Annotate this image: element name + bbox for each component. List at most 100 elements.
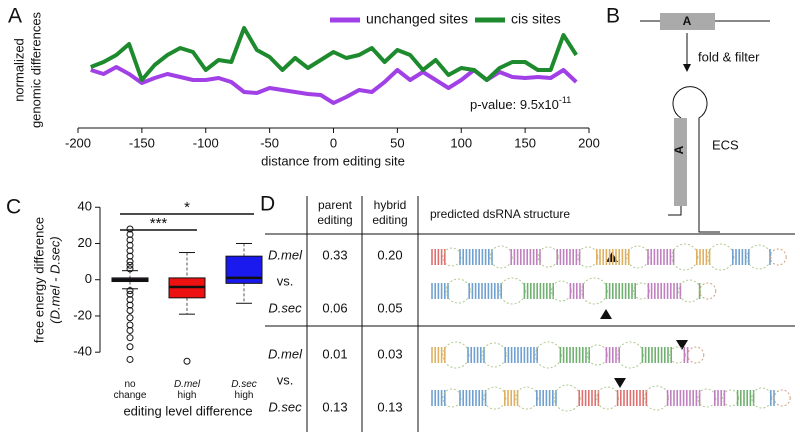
x-tick-label: -50 [260, 135, 279, 150]
outlier [126, 355, 134, 363]
loop [481, 342, 507, 368]
x-tick-label: D.mel high [174, 379, 201, 401]
hairpin-text: A [672, 145, 686, 154]
table-cell: 0.06 [322, 300, 347, 315]
loop [632, 282, 650, 300]
outlier [126, 290, 134, 298]
table-header: predicted dsRNA structure [430, 207, 570, 221]
step-label: fold & filter [698, 49, 760, 64]
table-header: hybrid [374, 198, 407, 212]
outlier [126, 230, 134, 238]
editing-box [660, 13, 715, 30]
legend-label: cis sites [511, 11, 561, 27]
table-header: parent [318, 198, 353, 212]
outlier [126, 321, 134, 329]
outlier [126, 261, 134, 269]
loop [678, 279, 702, 303]
y-tick-label: 40 [78, 199, 92, 214]
y-axis-label: genomic differences [28, 11, 43, 128]
outlier [126, 252, 134, 260]
y-tick-label: 20 [78, 235, 92, 250]
outlier [126, 225, 134, 233]
hairpin-loop [699, 282, 717, 300]
panel-label: A [8, 5, 22, 28]
loop [596, 386, 620, 410]
x-tick-label: 0 [330, 135, 337, 150]
arrow-head [683, 64, 691, 72]
x-axis-label: editing level difference [123, 403, 252, 418]
loop [442, 341, 470, 369]
table-cell: 0.05 [377, 300, 402, 315]
region-label: ECS [712, 137, 739, 152]
outlier [183, 357, 191, 365]
outlier [126, 296, 134, 304]
x-tick-label: D.sec high [231, 379, 257, 401]
loop [445, 278, 471, 304]
table-cell: D.sec [268, 399, 302, 414]
y-axis-label: (D.mel - D.sec) [47, 236, 62, 323]
table-cell: vs. [277, 273, 294, 288]
x-tick-label: 200 [578, 135, 600, 150]
table-cell: D.mel [268, 346, 303, 361]
annotation: p-value: 9.5x10-11 [470, 95, 571, 112]
x-tick-label: no change [114, 379, 147, 401]
x-tick-line: D.mel [174, 379, 201, 390]
loop [697, 388, 717, 408]
ecs-box [674, 118, 687, 206]
x-tick-label: 150 [514, 135, 536, 150]
y-axis-label: normalized [11, 38, 26, 102]
outlier [126, 241, 134, 249]
loop [498, 277, 526, 305]
legend-label: unchanged sites [366, 11, 468, 27]
panel-label: C [6, 196, 21, 219]
x-tick-line: change [114, 390, 147, 401]
series-line [90, 26, 578, 82]
outlier [126, 287, 134, 295]
outlier [126, 247, 134, 255]
loop [577, 246, 599, 268]
y-axis-label: free energy difference [31, 217, 46, 343]
outlier [126, 326, 134, 334]
table-header: editing [372, 213, 407, 227]
outlier [126, 307, 134, 315]
loop [442, 388, 462, 408]
table-cell: vs. [277, 372, 294, 387]
outlier [126, 236, 134, 244]
table-cell: 0.13 [322, 399, 347, 414]
outlier [126, 258, 134, 266]
edit-arrow [676, 340, 688, 350]
x-tick-label: -100 [193, 135, 219, 150]
significance-label: *** [150, 215, 168, 232]
box-text: A [683, 14, 692, 28]
x-tick-label: 100 [450, 135, 472, 150]
outlier [126, 314, 134, 322]
rna-structure [431, 277, 717, 305]
edit-arrow [614, 378, 626, 388]
loop [553, 384, 581, 412]
table-cell: 0.33 [322, 247, 347, 262]
annotation-text: p-value: 9.5x10 [470, 97, 559, 112]
table-cell: 0.13 [377, 399, 402, 414]
y-tick-label: -40 [73, 344, 92, 359]
outlier [126, 265, 134, 273]
rna-structure [431, 384, 791, 412]
loop [616, 341, 644, 369]
x-tick-line: no [124, 379, 136, 390]
table-cell: D.sec [268, 300, 302, 315]
loop [550, 280, 572, 302]
outlier [126, 334, 134, 342]
loop [751, 387, 773, 409]
x-tick-line: high [235, 390, 254, 401]
x-tick-line: D.sec [231, 379, 257, 390]
outlier [126, 343, 134, 351]
x-tick-label: -200 [65, 135, 91, 150]
annotation-exponent: -11 [559, 95, 571, 105]
hairpin-loop [687, 346, 705, 364]
loop [537, 246, 559, 268]
rna-structure [431, 341, 705, 369]
table-cell: 0.03 [377, 346, 402, 361]
loop [722, 389, 740, 407]
table-cell: 0.20 [377, 247, 402, 262]
loop [707, 243, 735, 271]
hairpin-loop [773, 389, 791, 407]
